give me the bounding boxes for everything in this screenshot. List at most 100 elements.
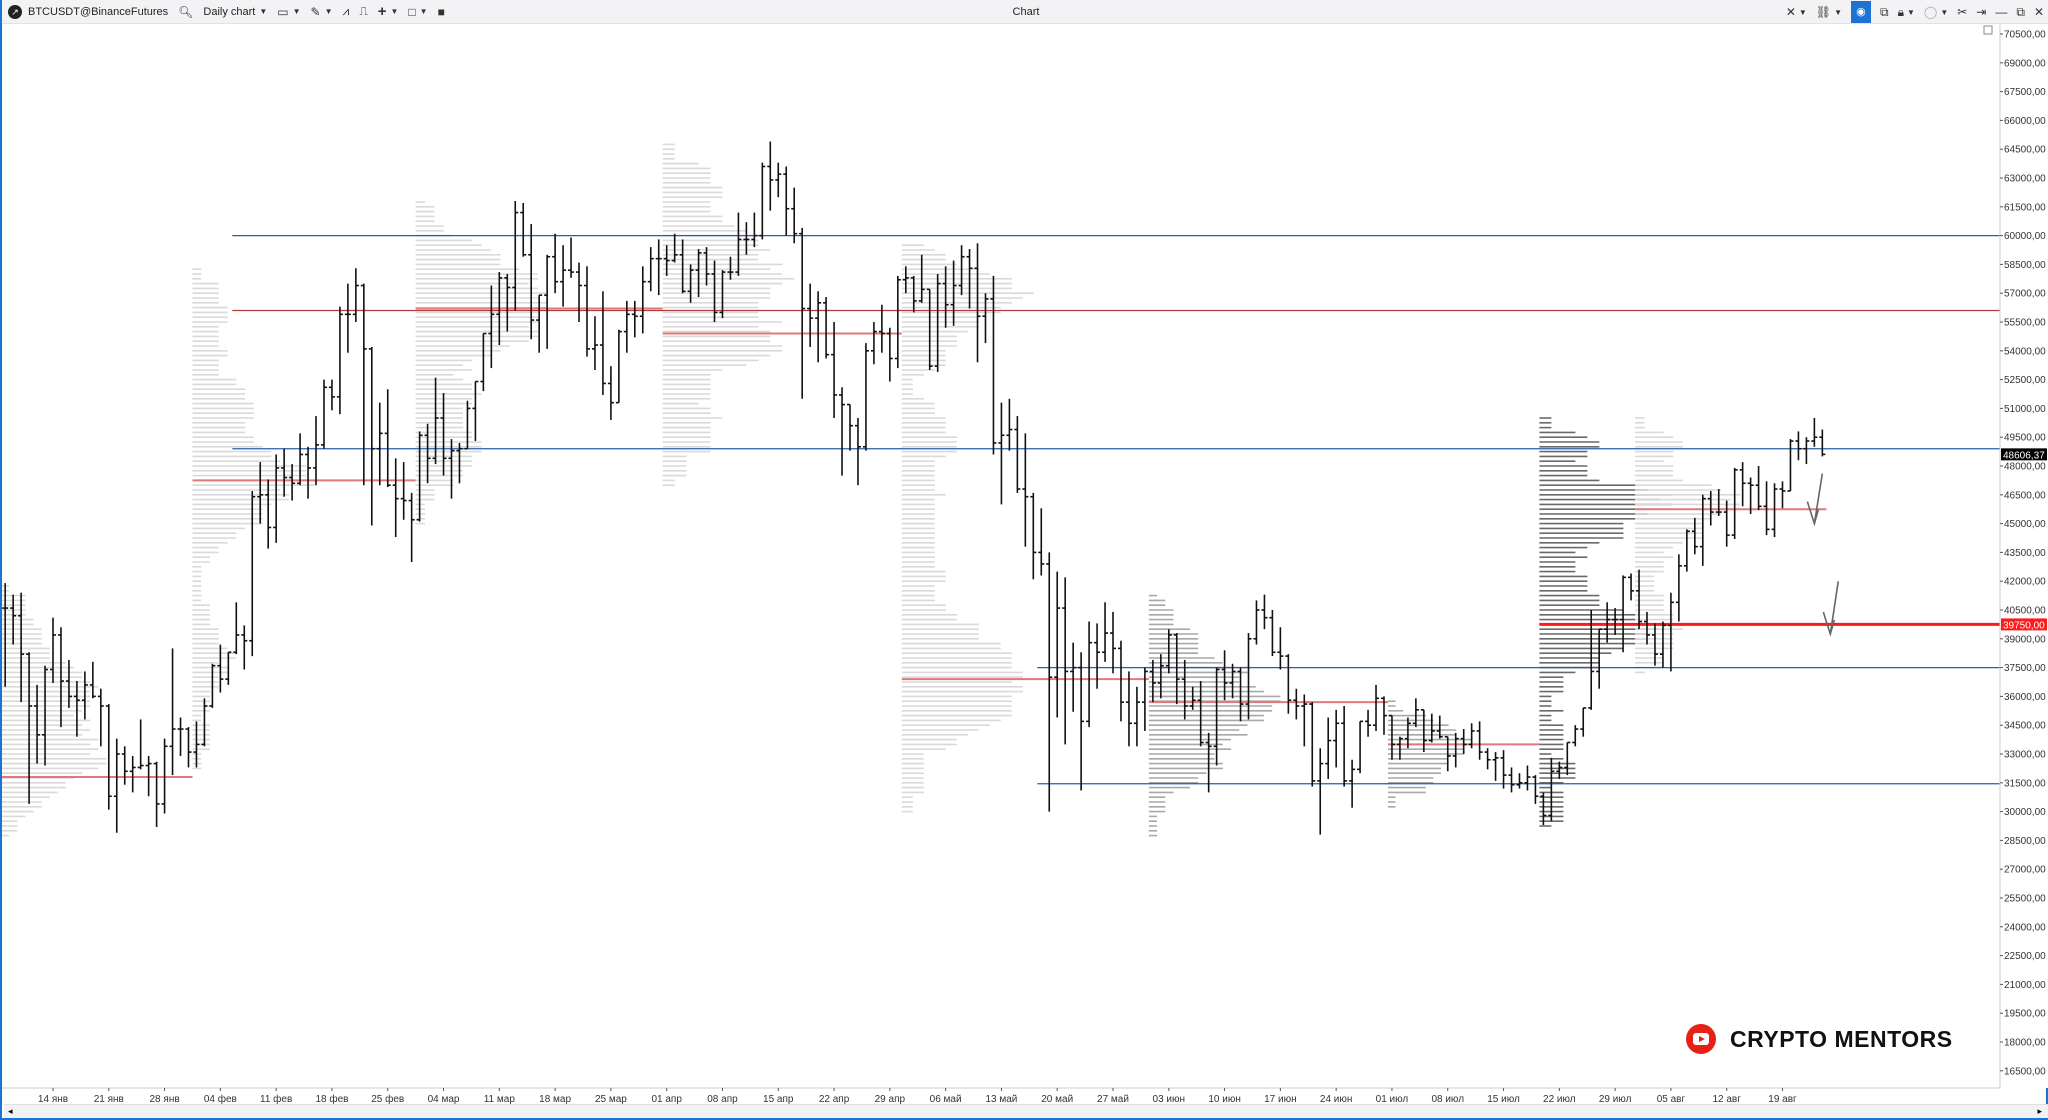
- date-tick-label: 05 авг: [1657, 1094, 1686, 1104]
- chevron-down-icon[interactable]: ▼: [390, 7, 399, 16]
- ohlc-bar: [129, 755, 136, 793]
- link-icon[interactable]: ⛓: [1815, 5, 1832, 19]
- ohlc-bar: [10, 594, 17, 645]
- ohlc-bar: [576, 262, 583, 322]
- scroll-right-icon[interactable]: ▸: [2037, 1106, 2042, 1116]
- ohlc-bar: [607, 366, 614, 420]
- ohlc-bar: [775, 162, 782, 198]
- ohlc-bar: [512, 201, 519, 311]
- ohlc-bar: [217, 644, 224, 693]
- search-icon[interactable]: 🔍︎: [178, 4, 194, 19]
- indicator-icon[interactable]: ⩘: [342, 4, 350, 18]
- price-tick-label: 55500,00: [2004, 318, 2046, 329]
- panel-icon[interactable]: ■: [437, 4, 445, 19]
- price-tick-label: 48000,00: [2004, 462, 2046, 473]
- symbol-label[interactable]: BTCUSDT@BinanceFutures: [28, 5, 169, 18]
- chevron-down-icon[interactable]: ▼: [259, 7, 268, 16]
- arrow-head: [1806, 501, 1820, 527]
- ohlc-bar: [990, 275, 997, 455]
- timeframe-select[interactable]: Daily chart: [203, 5, 256, 18]
- ohlc-bar: [1301, 694, 1308, 747]
- ohlc-bar: [89, 661, 96, 699]
- date-tick-label: 29 июл: [1599, 1094, 1632, 1104]
- ohlc-bar: [950, 260, 957, 326]
- app-logo-icon[interactable]: ↗: [8, 4, 22, 19]
- cursor-sync-icon[interactable]: ✕: [1785, 5, 1796, 19]
- scroll-to-end-icon[interactable]: [1983, 25, 1993, 35]
- ohlc-bar: [177, 717, 184, 756]
- ohlc-bar: [416, 431, 423, 522]
- ohlc-bar: [1380, 696, 1387, 735]
- chevron-down-icon[interactable]: ▼: [292, 7, 301, 16]
- ohlc-bar: [791, 187, 798, 244]
- minimize-icon[interactable]: —: [1995, 5, 2008, 19]
- monitor-icon[interactable]: ▭: [277, 4, 289, 19]
- ohlc-bar: [767, 141, 774, 211]
- ohlc-bar: [233, 602, 240, 655]
- pin-icon[interactable]: ⇥: [1976, 5, 1987, 19]
- ohlc-bar: [807, 283, 814, 347]
- arrow-head: [1822, 611, 1836, 637]
- ohlc-bar: [1612, 608, 1619, 635]
- ohlc-bar: [1117, 640, 1124, 722]
- scroll-left-icon[interactable]: ◂: [8, 1106, 13, 1116]
- ohlc-bar: [615, 329, 622, 404]
- ohlc-bar: [1412, 698, 1419, 728]
- ohlc-bar: [1492, 752, 1499, 781]
- duplicate-icon[interactable]: ⧉: [1879, 4, 1889, 19]
- volume-profiles: [2, 143, 1827, 837]
- ohlc-bar: [1197, 681, 1204, 747]
- arrow-annotation: [1822, 581, 1840, 637]
- ohlc-bar: [1125, 671, 1132, 747]
- chevron-down-icon[interactable]: ▼: [1834, 7, 1842, 17]
- ohlc-bar: [528, 224, 535, 340]
- price-tick-label: 51000,00: [2004, 404, 2046, 415]
- horizontal-scrollbar[interactable]: ◂ ▸: [4, 1104, 2048, 1118]
- ohlc-bar: [982, 293, 989, 344]
- date-tick-label: 14 янв: [38, 1094, 68, 1104]
- ohlc-bar: [1141, 667, 1148, 731]
- ohlc-bar: [1213, 667, 1220, 766]
- ohlc-bar: [1237, 667, 1244, 722]
- ohlc-bar: [368, 346, 375, 526]
- ohlc-bar: [823, 297, 830, 359]
- ohlc-bar: [440, 393, 447, 476]
- date-tick-label: 15 июл: [1487, 1094, 1520, 1104]
- ohlc-bar: [1659, 621, 1666, 668]
- price-tick-label: 43500,00: [2004, 548, 2046, 559]
- ohlc-bar: [1157, 654, 1164, 699]
- rectangle-icon[interactable]: □: [408, 4, 416, 19]
- ohlc-bar: [1046, 552, 1053, 812]
- ohlc-bar: [50, 617, 56, 683]
- price-chart[interactable]: 70500,00 69000,00 67500,00 66000,00 64500,00…: [2, 24, 2048, 1104]
- pencil-icon[interactable]: ✎: [310, 4, 321, 19]
- ohlc-bar: [639, 266, 646, 334]
- chevron-down-icon[interactable]: ▼: [1940, 7, 1949, 17]
- crosshair-icon[interactable]: +: [377, 3, 387, 20]
- camera-icon[interactable]: ◉: [1850, 1, 1871, 23]
- tools-icon[interactable]: ✂: [1957, 5, 1968, 19]
- chevron-down-icon[interactable]: ▼: [419, 7, 428, 16]
- date-tick-label: 21 янв: [94, 1094, 124, 1104]
- ohlc-bar: [344, 283, 351, 353]
- restore-icon[interactable]: ⧉: [2016, 4, 2025, 19]
- date-tick-label: 08 июл: [1431, 1094, 1464, 1104]
- ohlc-bar: [360, 283, 367, 486]
- ohlc-bar: [424, 423, 431, 484]
- chevron-down-icon[interactable]: ▼: [324, 7, 333, 16]
- chevron-down-icon[interactable]: ▼: [1906, 7, 1915, 17]
- lock-icon[interactable]: 🔒︎: [1897, 4, 1904, 19]
- ohlc-bar: [161, 738, 168, 814]
- ohlc-bar: [1644, 611, 1650, 645]
- ohlc-bar: [1173, 633, 1180, 705]
- template-icon[interactable]: ⎍: [359, 4, 368, 18]
- price-tick-label: 24000,00: [2004, 922, 2046, 933]
- price-tick-label: 60000,00: [2004, 231, 2046, 242]
- circle-icon[interactable]: ◯: [1923, 5, 1938, 19]
- ohlc-bar: [1675, 554, 1682, 622]
- chevron-down-icon[interactable]: ▼: [1798, 7, 1807, 17]
- date-tick-label: 10 июн: [1208, 1094, 1241, 1104]
- close-icon[interactable]: ✕: [2033, 5, 2044, 19]
- ohlc-bar: [1325, 717, 1332, 779]
- ohlc-bar: [1221, 650, 1228, 701]
